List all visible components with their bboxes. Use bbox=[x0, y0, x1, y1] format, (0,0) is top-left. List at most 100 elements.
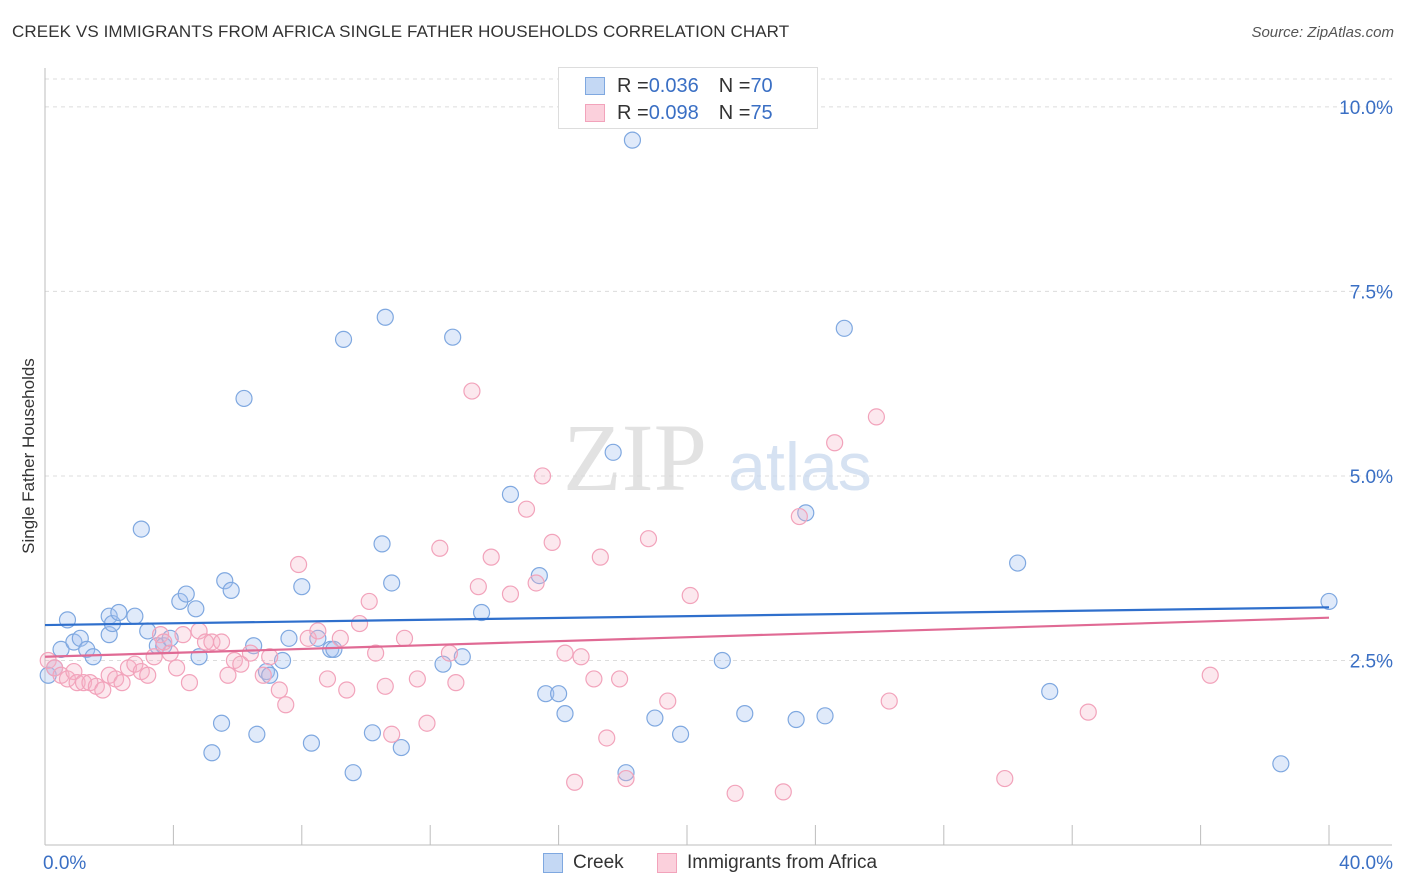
africa-point bbox=[482, 548, 500, 566]
creek-point bbox=[273, 651, 292, 670]
africa-point bbox=[790, 507, 808, 526]
africa-point bbox=[501, 585, 520, 603]
africa-point bbox=[1201, 666, 1219, 684]
creek-point bbox=[646, 709, 664, 727]
africa-point bbox=[254, 666, 272, 684]
africa-point bbox=[383, 725, 401, 743]
creek-point bbox=[187, 600, 205, 618]
creek-point bbox=[100, 626, 118, 644]
creek-n-label: N = bbox=[718, 74, 751, 97]
creek-point bbox=[787, 710, 805, 729]
grid-lines bbox=[45, 78, 1392, 661]
africa-point bbox=[168, 659, 186, 677]
creek-point bbox=[816, 707, 834, 725]
creek-point bbox=[216, 572, 234, 590]
africa-point bbox=[360, 592, 378, 611]
creek-r-label: R = bbox=[617, 74, 649, 97]
africa-n-label: N = bbox=[718, 101, 751, 124]
africa-point bbox=[145, 648, 163, 666]
tick-labels: 2.5% 5.0% 7.5% 10.0% 0.0% 40.0% bbox=[43, 98, 1393, 874]
africa-point bbox=[585, 670, 603, 688]
creek-point bbox=[472, 603, 491, 622]
creek-r-value: 0.036 bbox=[648, 74, 699, 97]
creek-point bbox=[604, 443, 622, 461]
stats-legend: R = 0.036 N = 70 R = 0.098 N = 75 bbox=[558, 67, 818, 129]
creek-point bbox=[501, 485, 520, 504]
africa-point bbox=[94, 681, 112, 699]
y-tick-label: 10.0% bbox=[1339, 98, 1393, 119]
africa-point bbox=[219, 666, 237, 684]
africa-point bbox=[350, 614, 369, 633]
creek-point bbox=[444, 328, 462, 346]
africa-point bbox=[270, 681, 288, 699]
creek-point bbox=[293, 578, 311, 596]
y-tick-label: 7.5% bbox=[1350, 282, 1393, 303]
africa-point bbox=[408, 670, 426, 688]
watermark: ZIP atlas bbox=[563, 404, 872, 511]
africa-point bbox=[376, 677, 394, 695]
creek-point bbox=[383, 574, 401, 592]
axes bbox=[44, 68, 1392, 846]
africa-point bbox=[440, 644, 459, 662]
x-tick-label-min: 0.0% bbox=[43, 853, 86, 874]
creek-point bbox=[280, 629, 298, 647]
y-tick-label: 2.5% bbox=[1350, 651, 1393, 672]
creek-point bbox=[392, 738, 410, 757]
creek-point bbox=[1041, 682, 1059, 701]
data-points bbox=[39, 131, 1338, 802]
africa-point bbox=[338, 681, 356, 699]
africa-point bbox=[431, 539, 449, 557]
africa-point bbox=[556, 644, 574, 662]
africa-n-value: 75 bbox=[750, 101, 773, 124]
legend-row-africa: R = 0.098 N = 75 bbox=[585, 101, 773, 125]
series-legend: Creek Immigrants from Africa bbox=[0, 852, 1406, 876]
africa-point bbox=[241, 644, 260, 662]
legend-creek-swatch bbox=[543, 853, 563, 873]
creek-point bbox=[222, 581, 240, 599]
creek-point bbox=[373, 535, 391, 553]
africa-point bbox=[639, 530, 658, 548]
legend-africa-swatch bbox=[657, 853, 677, 873]
y-tick-label: 5.0% bbox=[1350, 467, 1393, 488]
creek-point bbox=[1272, 755, 1290, 773]
creek-swatch bbox=[585, 77, 605, 95]
africa-point bbox=[880, 692, 898, 710]
africa-point bbox=[996, 769, 1014, 788]
y-axis-label: Single Father Households bbox=[19, 358, 38, 554]
africa-point bbox=[610, 670, 629, 688]
africa-point bbox=[867, 408, 885, 426]
creek-point bbox=[556, 705, 574, 723]
africa-point bbox=[517, 500, 536, 518]
creek-point bbox=[248, 725, 266, 743]
africa-point bbox=[318, 670, 337, 688]
trend-lines bbox=[44, 606, 1330, 658]
creek-point bbox=[671, 725, 690, 743]
africa-point bbox=[447, 674, 465, 692]
creek-point bbox=[835, 319, 853, 337]
legend-africa-label: Immigrants from Africa bbox=[687, 852, 878, 873]
africa-trend-line bbox=[44, 616, 1330, 658]
creek-point bbox=[177, 585, 195, 603]
africa-point bbox=[180, 674, 199, 692]
africa-point bbox=[543, 533, 561, 551]
legend-item-creek: Creek bbox=[543, 852, 624, 874]
creek-point bbox=[363, 724, 382, 742]
africa-point bbox=[232, 655, 250, 673]
creek-point bbox=[309, 629, 327, 647]
africa-point bbox=[289, 555, 308, 574]
africa-point bbox=[726, 784, 744, 802]
creek-point bbox=[302, 734, 321, 752]
creek-point bbox=[376, 308, 394, 326]
creek-n-value: 70 bbox=[750, 74, 773, 97]
africa-swatch bbox=[585, 104, 605, 122]
chart-title: CREEK VS IMMIGRANTS FROM AFRICA SINGLE F… bbox=[12, 22, 790, 41]
legend-row-creek: R = 0.036 N = 70 bbox=[585, 74, 773, 98]
creek-point bbox=[203, 744, 221, 762]
africa-point bbox=[617, 769, 635, 788]
africa-point bbox=[212, 633, 231, 651]
creek-point bbox=[549, 685, 568, 703]
africa-point bbox=[68, 674, 86, 692]
africa-point bbox=[174, 626, 192, 644]
watermark-atlas: atlas bbox=[728, 429, 872, 505]
africa-r-value: 0.098 bbox=[648, 101, 699, 124]
